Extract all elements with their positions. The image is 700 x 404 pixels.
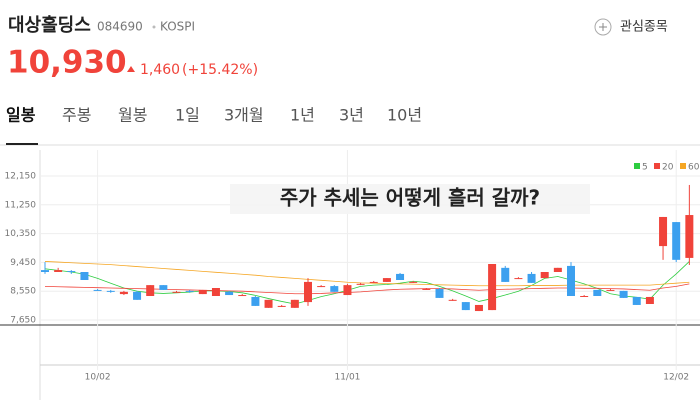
y-tick-label: 8,550 xyxy=(10,287,36,297)
y-tick-label: 7,650 xyxy=(10,316,36,326)
candle-body xyxy=(685,215,693,258)
legend-swatch xyxy=(680,163,686,169)
candle-body xyxy=(80,272,88,280)
candle-body xyxy=(212,288,220,296)
candle-body xyxy=(94,290,102,291)
tab[interactable]: 1년 xyxy=(290,106,315,125)
y-tick-label: 12,150 xyxy=(5,172,37,182)
legend-swatch xyxy=(634,163,640,169)
candle-body xyxy=(265,300,273,308)
y-tick-label: 10,350 xyxy=(5,229,37,239)
tab[interactable]: 일봉 xyxy=(6,106,36,125)
legend: 5 20 60 xyxy=(634,163,700,173)
price-change: 1,460 xyxy=(140,62,180,78)
candle-body xyxy=(409,282,417,283)
x-tick-label: 12/02 xyxy=(663,373,689,383)
candle-body xyxy=(120,292,128,294)
candle-body xyxy=(541,272,549,278)
candle-body xyxy=(633,297,641,305)
stock-code: 084690 xyxy=(97,20,143,34)
candle-body xyxy=(620,291,628,298)
candle-body xyxy=(304,282,312,302)
tab[interactable]: 3년 xyxy=(339,106,364,125)
candle-body xyxy=(357,284,365,285)
x-tick-label: 10/02 xyxy=(85,373,111,383)
tab[interactable]: 3개월 xyxy=(224,106,264,125)
candle-body xyxy=(278,306,286,307)
candle-body xyxy=(67,271,75,272)
candle-body xyxy=(107,291,115,292)
tab[interactable]: 월봉 xyxy=(118,106,147,125)
candle-body xyxy=(580,296,588,297)
tab[interactable]: 10년 xyxy=(387,106,422,125)
legend-label: 20 xyxy=(662,163,674,173)
candle-body xyxy=(173,292,181,293)
candle-body xyxy=(291,300,299,308)
candle-body xyxy=(330,286,338,292)
candle-body xyxy=(514,278,522,279)
candle-body xyxy=(659,217,667,246)
candle-body xyxy=(436,289,444,298)
plus-sign xyxy=(599,23,607,31)
y-tick-label: 9,450 xyxy=(10,258,36,268)
candle-body xyxy=(449,300,457,301)
current-price: 10,930 xyxy=(7,45,127,81)
candle-body xyxy=(54,270,62,272)
stock-name: 대상홀딩스 xyxy=(8,14,91,36)
tab[interactable]: 주봉 xyxy=(62,106,91,125)
candle-body xyxy=(186,291,194,292)
candle-body xyxy=(462,302,470,310)
candle-body xyxy=(554,268,562,272)
moving-average xyxy=(45,261,689,285)
candle-body xyxy=(567,266,575,296)
legend-label: 60 xyxy=(688,163,700,173)
candle-body xyxy=(593,290,601,296)
candle-body xyxy=(238,295,246,296)
y-tick-label: 11,250 xyxy=(5,200,37,210)
watch-label[interactable]: 관심종목 xyxy=(620,20,668,35)
candle-body xyxy=(133,292,141,300)
candle-body xyxy=(383,278,391,282)
candle-body xyxy=(317,286,325,287)
candle-body xyxy=(488,264,496,310)
candle-body xyxy=(225,292,233,295)
candle-body xyxy=(199,290,207,294)
candle-body xyxy=(501,268,509,282)
tab[interactable]: 1일 xyxy=(175,106,200,125)
price-change-pct: (+15.42%) xyxy=(182,62,258,78)
legend-swatch xyxy=(654,163,660,169)
candle-body xyxy=(396,274,404,280)
legend-label: 5 xyxy=(642,163,648,173)
candle-body xyxy=(159,285,167,290)
candle-body xyxy=(41,270,49,272)
candle-body xyxy=(606,290,614,291)
candle-body xyxy=(251,297,259,306)
candle-body xyxy=(646,297,654,304)
tabs: 일봉 주봉 월봉 1일 3개월 1년 3년 10년 xyxy=(6,106,422,125)
candle-body xyxy=(528,274,536,283)
annotation: 주가 추세는 어떻게 흘러 갈까? xyxy=(280,186,540,210)
x-tick-label: 11/01 xyxy=(334,373,360,383)
separator xyxy=(153,26,156,29)
candle-body xyxy=(146,285,154,296)
candle-body xyxy=(343,285,351,295)
watch-button[interactable]: 관심종목 xyxy=(595,19,668,35)
market: KOSPI xyxy=(160,20,195,34)
candle-body xyxy=(370,282,378,283)
candle-body xyxy=(672,222,680,260)
candle-body xyxy=(422,289,430,290)
candle-body xyxy=(475,305,483,311)
up-arrow xyxy=(127,66,135,72)
